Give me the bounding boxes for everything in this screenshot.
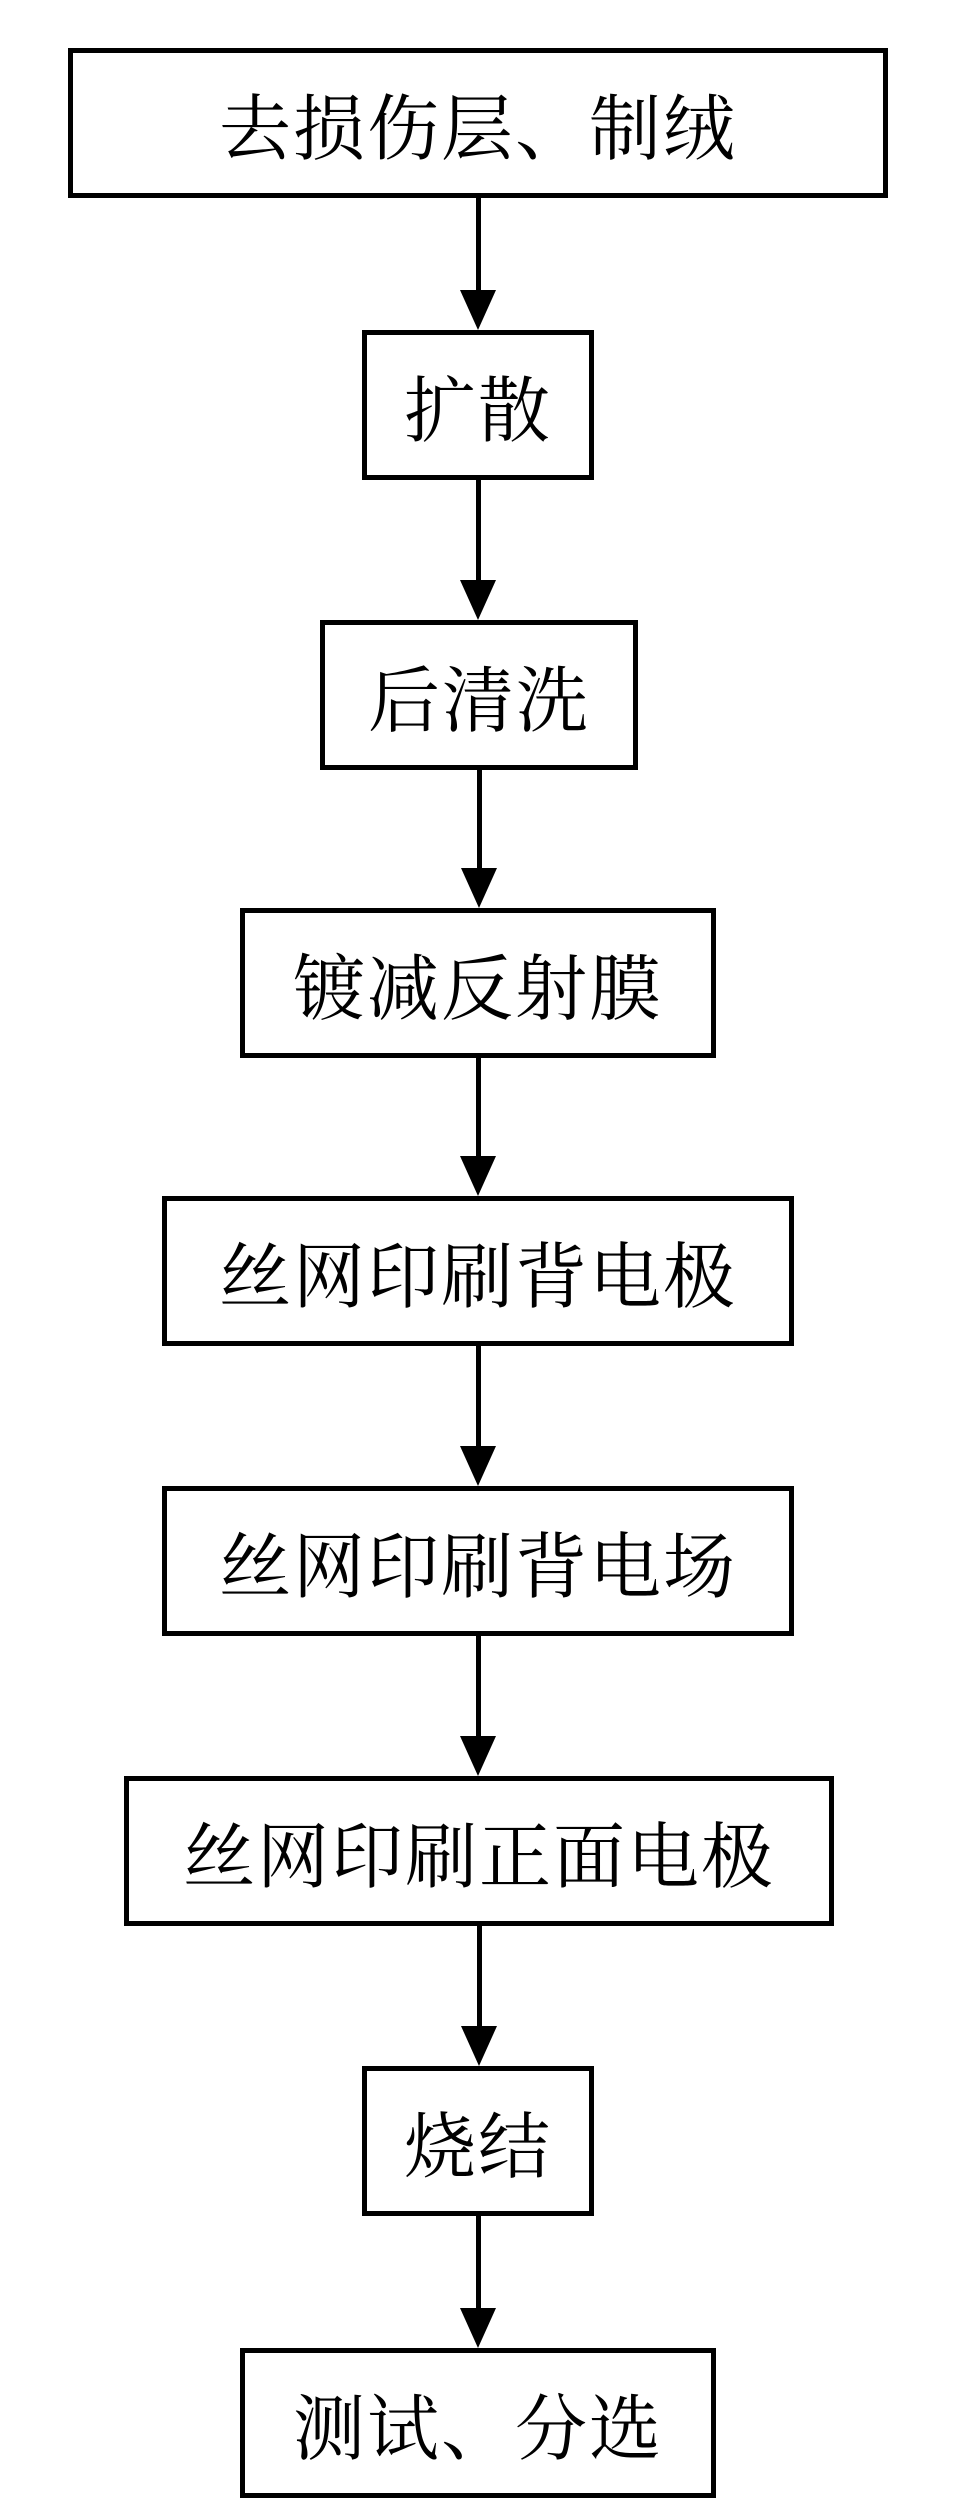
flow-node-n9: 测试、分选 bbox=[240, 2348, 716, 2498]
flow-node-label: 扩散 bbox=[404, 353, 552, 457]
flow-node-label: 去损伤层、制绒 bbox=[219, 71, 737, 175]
flowchart-canvas: 去损伤层、制绒扩散后清洗镀减反射膜丝网印刷背电极丝网印刷背电场丝网印刷正面电极烧… bbox=[0, 0, 955, 2511]
flow-arrowhead-n2-n3 bbox=[460, 580, 496, 620]
flow-edge-n5-n6 bbox=[476, 1346, 481, 1446]
flow-node-label: 后清洗 bbox=[368, 643, 590, 747]
flow-node-n3: 后清洗 bbox=[320, 620, 638, 770]
flow-edge-n2-n3 bbox=[476, 480, 481, 580]
flow-edge-n6-n7 bbox=[476, 1636, 481, 1736]
flow-edge-n1-n2 bbox=[476, 198, 481, 290]
flow-node-n6: 丝网印刷背电场 bbox=[162, 1486, 794, 1636]
flow-node-n7: 丝网印刷正面电极 bbox=[124, 1776, 834, 1926]
flow-node-n1: 去损伤层、制绒 bbox=[68, 48, 888, 198]
flow-node-n5: 丝网印刷背电极 bbox=[162, 1196, 794, 1346]
flow-node-n8: 烧结 bbox=[362, 2066, 594, 2216]
flow-arrowhead-n6-n7 bbox=[460, 1736, 496, 1776]
flow-arrowhead-n1-n2 bbox=[460, 290, 496, 330]
flow-arrowhead-n8-n9 bbox=[460, 2308, 496, 2348]
flow-node-n2: 扩散 bbox=[362, 330, 594, 480]
flow-arrowhead-n7-n8 bbox=[461, 2026, 497, 2066]
flow-node-label: 丝网印刷正面电极 bbox=[183, 1799, 775, 1903]
flow-node-label: 烧结 bbox=[404, 2089, 552, 2193]
flow-node-label: 镀减反射膜 bbox=[293, 931, 663, 1035]
flow-arrowhead-n5-n6 bbox=[460, 1446, 496, 1486]
flow-edge-n3-n4 bbox=[477, 770, 482, 868]
flow-arrowhead-n4-n5 bbox=[460, 1156, 496, 1196]
flow-edge-n7-n8 bbox=[477, 1926, 482, 2026]
flow-node-label: 丝网印刷背电极 bbox=[219, 1219, 737, 1323]
flow-node-label: 丝网印刷背电场 bbox=[219, 1509, 737, 1613]
flow-node-label: 测试、分选 bbox=[293, 2371, 663, 2475]
flow-edge-n8-n9 bbox=[476, 2216, 481, 2308]
flow-edge-n4-n5 bbox=[476, 1058, 481, 1156]
flow-arrowhead-n3-n4 bbox=[461, 868, 497, 908]
flow-node-n4: 镀减反射膜 bbox=[240, 908, 716, 1058]
